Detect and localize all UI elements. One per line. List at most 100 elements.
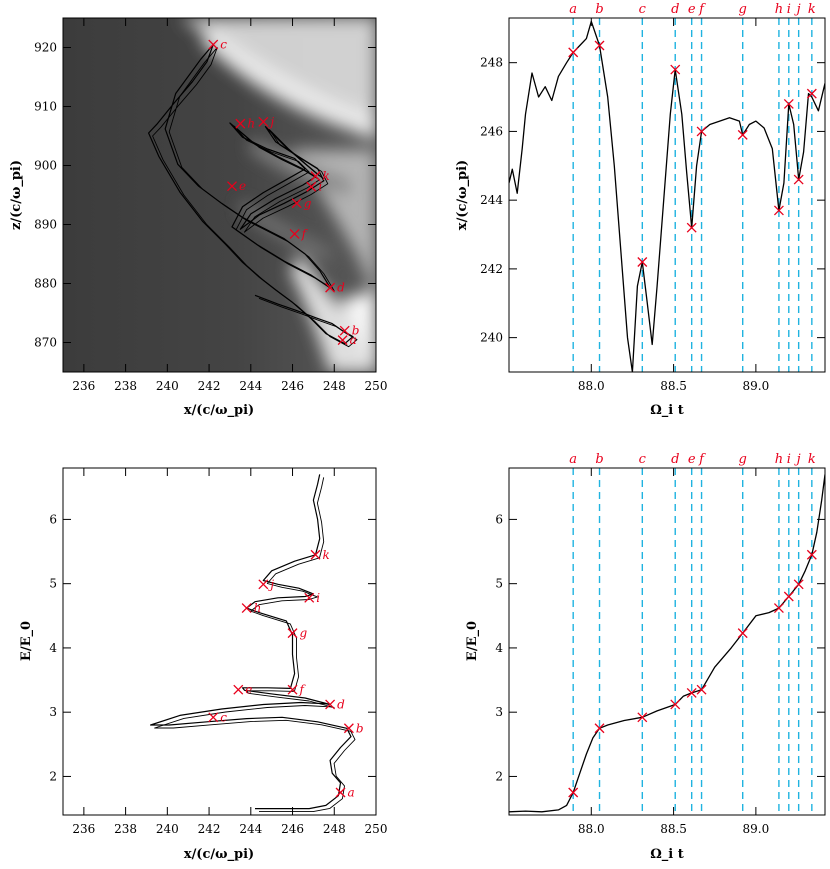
p4-marker-e — [686, 687, 697, 698]
p4-event-label-d: d — [671, 452, 679, 467]
p3-marker-label-a: a — [348, 786, 355, 800]
p1-xtick-label: 242 — [198, 379, 221, 393]
p2-event-label-b: b — [595, 2, 603, 17]
p4-event-label-j: j — [794, 452, 801, 467]
p2-ytick-label: 248 — [480, 56, 503, 70]
p3-marker-label-i: i — [316, 591, 320, 605]
p1-ytick-label: 920 — [34, 41, 57, 55]
p3-xtick-label: 238 — [114, 822, 137, 836]
p1-xtick-label: 248 — [323, 379, 346, 393]
p1-ylabel: z/(c/ω_pi) — [9, 160, 24, 230]
p2-xtick-label: 88.0 — [578, 379, 605, 393]
p4-marker-j — [793, 579, 804, 590]
p1-marker-label-b: b — [352, 324, 360, 338]
panel-1-frame — [62, 17, 377, 373]
p4-event-label-b: b — [595, 452, 603, 467]
p1-marker-label-h: h — [247, 117, 255, 131]
p1-xlabel: x/(c/ω_pi) — [184, 403, 254, 418]
p3-xtick-label: 240 — [156, 822, 179, 836]
p1-xtick-label: 236 — [72, 379, 95, 393]
p1-ytick-label: 870 — [34, 336, 57, 350]
p3-marker-i — [304, 592, 315, 603]
p3-marker-e — [233, 684, 244, 695]
p4-marker-a — [568, 787, 579, 798]
p1-series-line-trace — [152, 47, 358, 348]
p2-marker-c — [637, 257, 648, 267]
p4-xtick-label: 88.5 — [660, 822, 687, 836]
p4-xlabel: Ω_i t — [650, 847, 684, 862]
p3-marker-c — [208, 712, 219, 723]
p4-ytick-label: 4 — [495, 641, 503, 655]
p2-event-label-c: c — [639, 2, 647, 17]
p4-ytick-label: 5 — [495, 577, 503, 591]
p3-marker-label-h: h — [254, 601, 262, 615]
p4-marker-c — [637, 712, 648, 723]
p4-marker-f — [696, 684, 707, 695]
p4-event-label-f: f — [698, 452, 706, 467]
p1-marker-e — [227, 181, 237, 192]
p2-marker-j — [793, 174, 804, 185]
p2-xtick-label: 88.5 — [660, 379, 687, 393]
p2-event-label-f: f — [698, 2, 706, 17]
p3-marker-label-c: c — [220, 710, 227, 724]
p3-marker-label-j: j — [267, 577, 274, 591]
p1-marker-label-i: i — [318, 180, 322, 194]
p3-marker-b — [343, 723, 354, 734]
p4-ytick-label: 6 — [495, 512, 503, 526]
p2-event-label-d: d — [671, 2, 679, 17]
p3-xtick-label: 246 — [281, 822, 304, 836]
p1-ytick-label: 890 — [34, 218, 57, 232]
p4-marker-d — [670, 699, 681, 710]
p1-ytick-label: 900 — [34, 159, 57, 173]
p3-ytick-label: 3 — [49, 705, 57, 719]
p4-ylabel: E/E_0 — [465, 621, 480, 661]
p3-xtick-label: 236 — [72, 822, 95, 836]
p1-marker-j — [258, 116, 269, 127]
p1-marker-d — [325, 282, 336, 293]
p2-marker-d — [670, 64, 681, 75]
p1-xtick-label: 246 — [281, 379, 304, 393]
p2-event-label-i: i — [787, 2, 791, 17]
p2-ylabel: x/(c/ω_pi) — [455, 160, 470, 230]
p2-ytick-label: 242 — [480, 262, 503, 276]
p3-marker-a — [335, 787, 346, 798]
p1-marker-label-k: k — [322, 169, 329, 183]
p1-marker-label-a: a — [350, 333, 357, 347]
p4-marker-h — [773, 603, 784, 614]
p4-ytick-label: 3 — [495, 705, 503, 719]
p3-marker-label-k: k — [322, 548, 329, 562]
p1-xtick-label: 240 — [156, 379, 179, 393]
p2-marker-i — [783, 98, 794, 109]
p4-marker-g — [737, 628, 748, 639]
p1-marker-f — [289, 228, 300, 239]
p4-ytick-label: 2 — [495, 769, 503, 783]
p3-xtick-label: 248 — [323, 822, 346, 836]
p4-event-label-a: a — [569, 452, 577, 467]
p2-ytick-label: 244 — [480, 193, 503, 207]
p1-xtick-label: 244 — [239, 379, 262, 393]
p2-marker-h — [773, 205, 784, 216]
p2-marker-e — [686, 222, 697, 233]
p1-marker-h — [235, 118, 246, 129]
p3-marker-label-e: e — [245, 683, 252, 697]
p1-marker-a — [337, 335, 348, 346]
p1-marker-label-c: c — [220, 38, 227, 52]
p1-marker-g — [291, 198, 302, 209]
p2-marker-k — [806, 88, 817, 99]
p4-event-label-i: i — [787, 452, 791, 467]
p4-marker-k — [806, 549, 817, 560]
p1-ytick-label: 880 — [34, 277, 57, 291]
p3-series-line-trace — [154, 477, 356, 813]
p2-series-line — [509, 20, 825, 372]
p3-xtick-label: 242 — [198, 822, 221, 836]
p3-ytick-label: 4 — [49, 641, 57, 655]
p3-xtick-label: 244 — [239, 822, 262, 836]
p2-event-label-k: k — [808, 2, 816, 17]
p2-marker-b — [594, 40, 605, 51]
p2-event-label-g: g — [739, 2, 747, 17]
panel-4-frame — [508, 467, 826, 816]
p1-xtick-label: 238 — [114, 379, 137, 393]
p3-marker-label-d: d — [337, 697, 345, 711]
panel-2-frame — [508, 17, 826, 373]
p3-ytick-label: 6 — [49, 512, 57, 526]
